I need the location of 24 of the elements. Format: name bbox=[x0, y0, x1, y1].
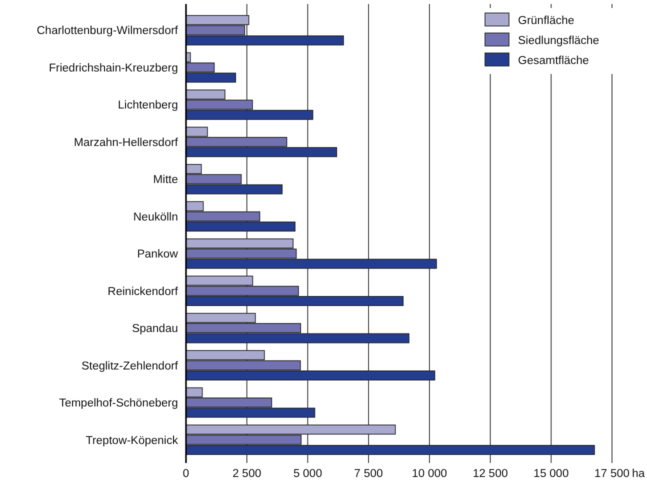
x-axis-title: ha bbox=[632, 468, 646, 480]
legend-label: Siedlungsfläche bbox=[518, 35, 600, 47]
legend-label: Gesamtfläche bbox=[518, 55, 589, 67]
x-tick-label: 10 000 bbox=[412, 468, 448, 480]
y-tick-label: Treptow-Köpenick bbox=[86, 434, 178, 447]
x-tick-label: 12 500 bbox=[472, 468, 508, 480]
y-tick-label: Tempelhof-Schöneberg bbox=[59, 398, 178, 410]
legend-label: Grünfläche bbox=[518, 15, 574, 27]
y-tick-label: Friedrichshain-Kreuzberg bbox=[48, 62, 178, 74]
y-tick-label: Marzahn-Hellersdorf bbox=[74, 136, 179, 149]
x-tick-label: 7 500 bbox=[354, 468, 383, 480]
x-tick-label: 15 000 bbox=[534, 468, 569, 480]
x-tick-label: 0 bbox=[182, 468, 190, 480]
y-tick-label: Neukölln bbox=[133, 211, 178, 224]
y-tick-label: Spandau bbox=[132, 323, 178, 336]
x-tick-label: 5 000 bbox=[293, 468, 322, 480]
y-tick-label: Pankow bbox=[137, 248, 179, 261]
x-tick-label: 17 500 bbox=[594, 468, 630, 480]
y-tick-label: Charlottenburg-Wilmersdorf bbox=[36, 25, 179, 38]
y-tick-label: Mitte bbox=[153, 174, 178, 186]
y-tick-label: Reinickendorf bbox=[108, 286, 179, 298]
x-tick-label: 2 500 bbox=[232, 468, 262, 480]
y-tick-label: Lichtenberg bbox=[118, 100, 178, 112]
y-tick-label: Steglitz-Zehlendorf bbox=[81, 360, 179, 372]
